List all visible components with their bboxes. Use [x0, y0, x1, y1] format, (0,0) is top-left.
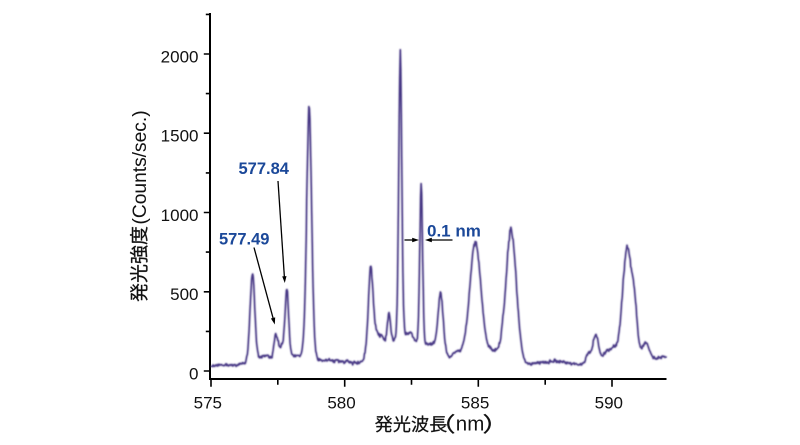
svg-text:1000: 1000	[161, 206, 199, 225]
svg-text:577.84: 577.84	[239, 160, 290, 178]
svg-text:1500: 1500	[161, 127, 199, 146]
svg-text:590: 590	[595, 393, 623, 412]
svg-text:580: 580	[327, 393, 355, 412]
svg-text:500: 500	[170, 285, 198, 304]
svg-text:(Counts/sec.): (Counts/sec.)	[130, 110, 151, 224]
svg-text:585: 585	[461, 393, 489, 412]
svg-text:0.1 nm: 0.1 nm	[427, 221, 481, 240]
svg-text:2000: 2000	[161, 47, 199, 66]
svg-text:577.49: 577.49	[219, 231, 269, 249]
svg-text:575: 575	[194, 393, 222, 412]
svg-text:nm: nm	[456, 412, 484, 435]
svg-text:0: 0	[189, 364, 198, 383]
